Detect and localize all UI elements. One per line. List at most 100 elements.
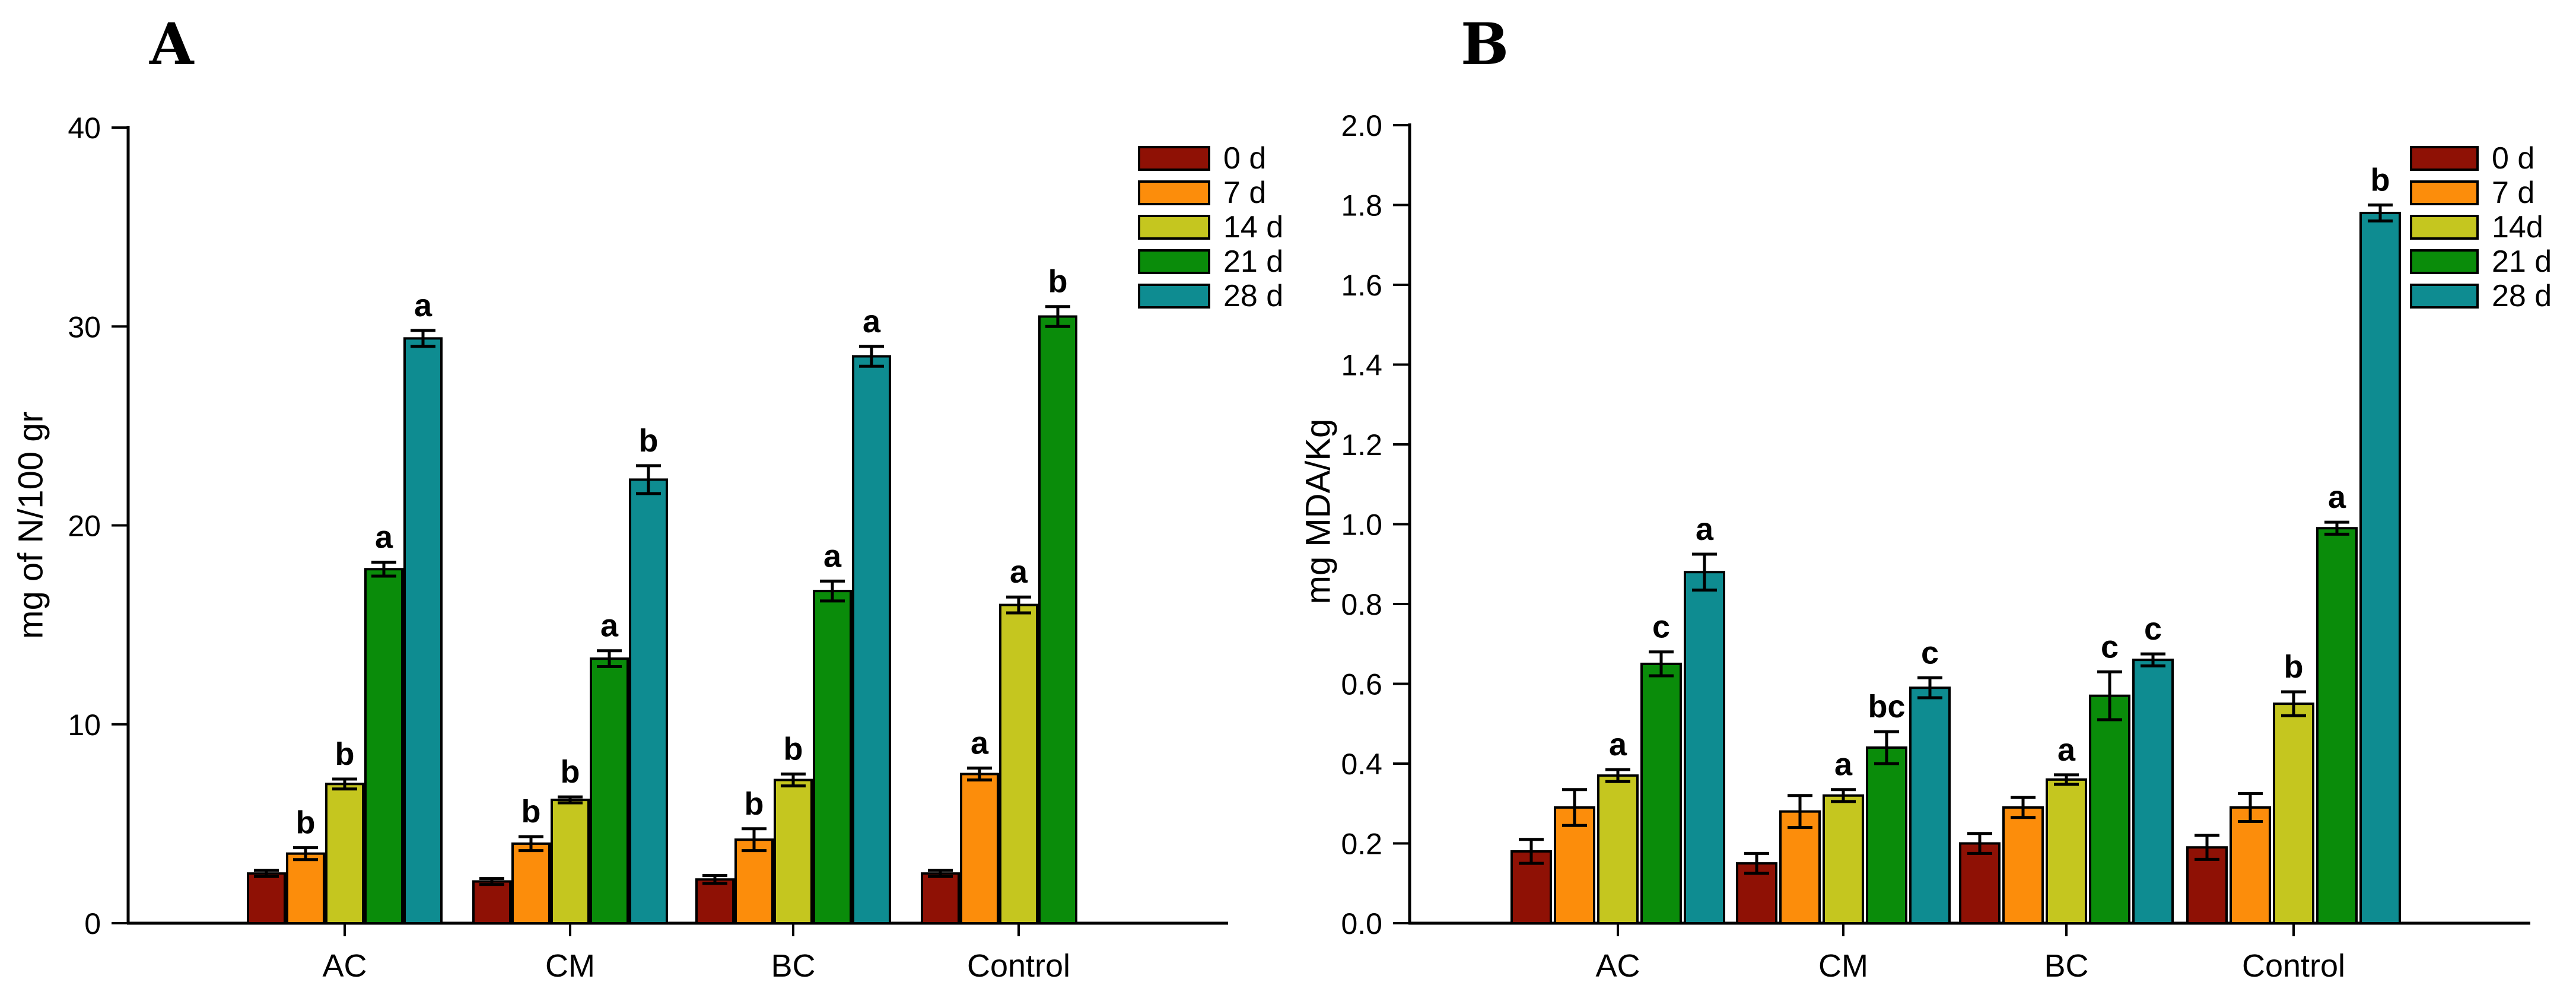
- legend-label: 28 d: [1223, 279, 1284, 313]
- legend-label: 7 d: [2492, 176, 2535, 210]
- legend-item: 0 d: [2410, 141, 2552, 176]
- bar-bc-21d: [2089, 694, 2130, 925]
- panel-a-y-tick-label: 0: [84, 907, 101, 940]
- significance-letter-ac-28d: a: [414, 288, 432, 323]
- bar-control-0d: [921, 872, 960, 924]
- bar-cm-0d: [472, 880, 511, 925]
- legend-item: 14 d: [1138, 210, 1283, 244]
- panel-b-y-tick-label: 0.8: [1341, 588, 1382, 621]
- significance-letter-control-14d: b: [2284, 649, 2304, 685]
- bar-control-7d: [2230, 806, 2271, 924]
- legend-swatch-21d: [2410, 249, 2479, 274]
- bar-control-21d: [2316, 527, 2358, 924]
- legend-swatch-21d: [1138, 249, 1210, 274]
- bar-control-14d: [999, 603, 1038, 924]
- bar-control-28d: [2359, 211, 2401, 925]
- legend-item: 21 d: [2410, 244, 2552, 279]
- panel-b-category-label-control: Control: [2242, 948, 2345, 984]
- bar-bc-28d: [852, 355, 891, 924]
- significance-letter-bc-21d: a: [823, 538, 842, 574]
- panel-b-y-tick-label: 0.0: [1341, 907, 1382, 940]
- significance-letter-control-7d: a: [971, 726, 989, 761]
- legend-label: 28 d: [2492, 279, 2552, 313]
- legend-swatch-14d: [2410, 215, 2479, 240]
- panel-a-category-label-control: Control: [967, 948, 1070, 984]
- legend-item: 28 d: [2410, 279, 2552, 313]
- panel-b-letter: B: [1461, 11, 1509, 78]
- bar-ac-21d: [364, 568, 403, 924]
- significance-letter-cm-7d: b: [521, 794, 541, 829]
- significance-letter-ac-28d: a: [1696, 511, 1714, 547]
- significance-letter-ac-14d: b: [335, 736, 355, 772]
- significance-letter-bc-28d: c: [2144, 611, 2162, 647]
- significance-letter-bc-21d: c: [2101, 629, 2119, 665]
- panel-a-y-tick-label: 40: [68, 112, 101, 145]
- significance-letter-bc-14d: a: [2057, 732, 2076, 768]
- panel-b-y-tick-label: 1.8: [1341, 189, 1382, 222]
- panel-a-y-tick-label: 30: [68, 310, 101, 344]
- legend-label: 0 d: [2492, 141, 2535, 176]
- bar-ac-28d: [1684, 571, 1725, 924]
- panel-b-y-tick-label: 1.0: [1341, 508, 1382, 542]
- legend-item: 21 d: [1138, 244, 1283, 279]
- legend-swatch-14d: [1138, 215, 1210, 240]
- panel-a-category-label-cm: CM: [545, 948, 595, 984]
- significance-letter-ac-14d: a: [1609, 727, 1627, 762]
- bar-bc-7d: [2002, 806, 2044, 924]
- legend-swatch-28d: [1138, 284, 1210, 309]
- legend-item: 14d: [2410, 210, 2552, 244]
- legend-label: 0 d: [1223, 141, 1267, 176]
- panel-b-category-label-bc: BC: [2044, 948, 2088, 984]
- panel-a-category-label-bc: BC: [771, 948, 815, 984]
- significance-letter-control-14d: a: [1010, 554, 1028, 590]
- panel-a-letter: A: [150, 11, 194, 78]
- significance-letter-cm-21d: bc: [1868, 689, 1905, 724]
- legend-item: 0 d: [1138, 141, 1283, 176]
- significance-letter-cm-14d: a: [1834, 747, 1853, 783]
- legend-label: 14d: [2492, 210, 2543, 244]
- bar-cm-28d: [629, 478, 668, 924]
- bar-control-7d: [960, 773, 999, 924]
- bar-cm-7d: [511, 842, 551, 925]
- significance-letter-cm-28d: c: [1921, 635, 1939, 670]
- bar-control-21d: [1038, 315, 1077, 924]
- significance-letter-control-21d: b: [1048, 264, 1068, 300]
- legend-label: 21 d: [1223, 244, 1284, 279]
- bar-cm-21d: [590, 657, 629, 925]
- bar-bc-28d: [2132, 659, 2174, 925]
- bar-ac-28d: [403, 337, 443, 924]
- bar-ac-21d: [1640, 662, 1682, 924]
- significance-letter-control-21d: a: [2328, 479, 2346, 515]
- bar-cm-21d: [1866, 746, 1907, 924]
- significance-letter-ac-21d: a: [375, 520, 393, 555]
- significance-letter-cm-28d: b: [639, 423, 659, 459]
- bar-cm-7d: [1779, 810, 1821, 924]
- bar-bc-14d: [774, 778, 813, 924]
- legend-item: 7 d: [2410, 176, 2552, 210]
- bar-bc-21d: [813, 590, 852, 924]
- panel-b-y-tick-label: 1.4: [1341, 349, 1382, 382]
- panel-b-y-tick-label: 1.2: [1341, 428, 1382, 462]
- legend-swatch-7d: [2410, 180, 2479, 205]
- bar-ac-14d: [1597, 774, 1639, 925]
- legend-label: 7 d: [1223, 176, 1267, 210]
- panel-b-y-tick-label: 0.6: [1341, 668, 1382, 701]
- bar-bc-0d: [695, 878, 734, 924]
- legend-label: 14 d: [1223, 210, 1284, 244]
- legend-swatch-28d: [2410, 284, 2479, 309]
- bar-bc-7d: [734, 838, 774, 924]
- panel-b-category-label-ac: AC: [1595, 948, 1640, 984]
- significance-letter-bc-14d: b: [784, 732, 803, 767]
- bar-control-14d: [2273, 702, 2314, 924]
- bar-ac-0d: [247, 872, 286, 924]
- bar-ac-7d: [286, 852, 325, 924]
- significance-letter-ac-21d: c: [1652, 609, 1670, 645]
- legend-label: 21 d: [2492, 244, 2552, 279]
- bar-cm-28d: [1909, 686, 1951, 924]
- significance-letter-cm-21d: a: [600, 608, 619, 644]
- legend-swatch-0d: [2410, 146, 2479, 171]
